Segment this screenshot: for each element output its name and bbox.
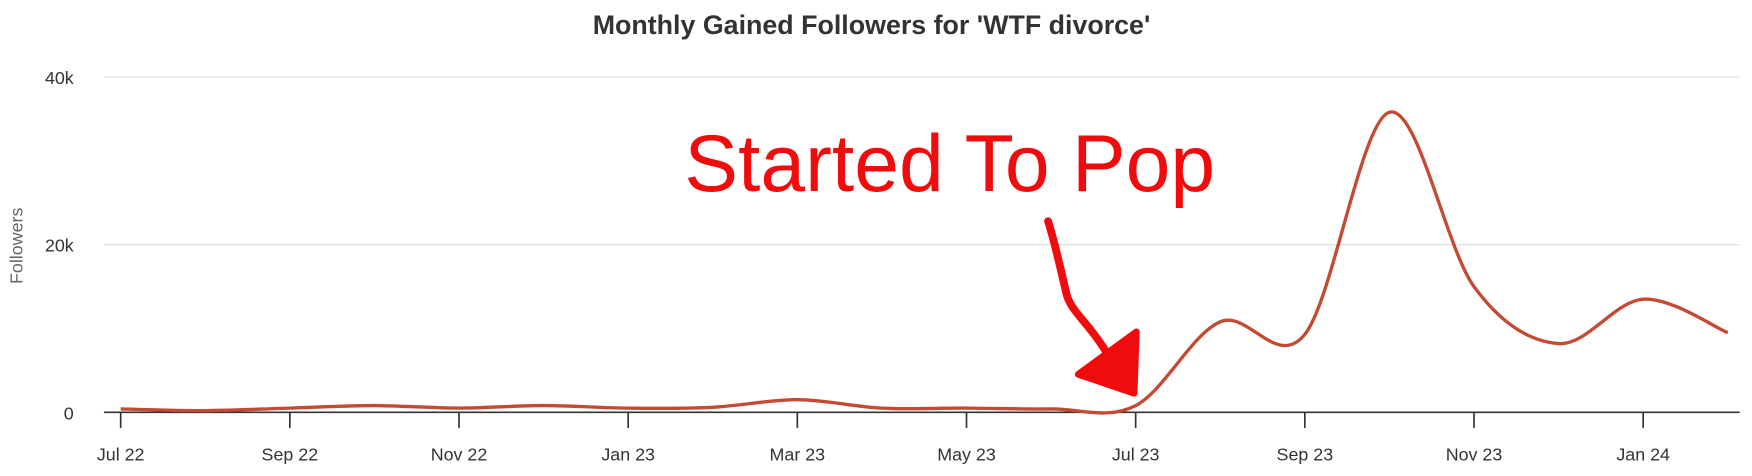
x-tick-label: Jan 23 (601, 445, 655, 465)
y-tick-label: 40k (45, 68, 74, 88)
x-tick-label: Sep 23 (1277, 445, 1334, 465)
annotation-arrow (1044, 217, 1140, 397)
y-tick-label: 0 (64, 403, 74, 423)
x-tick-label: Sep 22 (262, 445, 319, 465)
y-tick-label: 20k (45, 236, 74, 256)
line-series (120, 110, 1729, 415)
x-tick-label: Jul 23 (1112, 445, 1160, 465)
arrow-head (1074, 328, 1140, 397)
arrow-shaft (1044, 217, 1111, 356)
x-tick-label: Jan 24 (1616, 445, 1670, 465)
x-tick-label: Nov 23 (1446, 445, 1503, 465)
y-axis-title: Followers (7, 208, 27, 284)
x-tick-label: Nov 22 (431, 445, 488, 465)
x-tick-label: May 23 (937, 445, 996, 465)
x-tick-label: Jul 22 (97, 445, 145, 465)
annotation: Started To Pop (684, 119, 1215, 209)
chart-title: Monthly Gained Followers for 'WTF divorc… (593, 10, 1151, 40)
x-tick-label: Mar 23 (770, 445, 826, 465)
